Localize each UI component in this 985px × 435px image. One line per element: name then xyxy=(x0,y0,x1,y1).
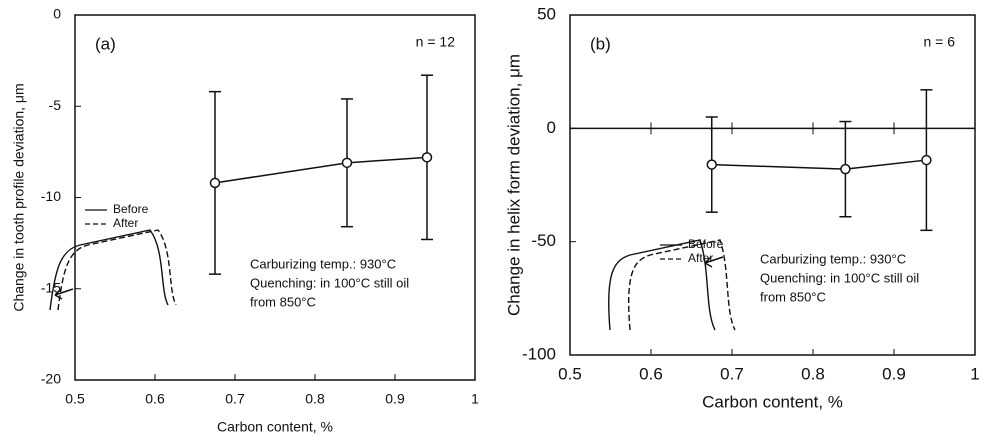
x-axis-label: Carbon content, % xyxy=(217,419,333,435)
x-axis-label: Carbon content, % xyxy=(702,392,843,411)
data-point xyxy=(421,152,433,163)
y-axis-label: Change in helix form deviation, μm xyxy=(504,54,523,316)
x-tick-label: 0.8 xyxy=(305,391,325,407)
x-tick-label: 0.5 xyxy=(558,364,582,383)
x-tick-label: 1 xyxy=(471,391,479,407)
x-tick-label: 0.5 xyxy=(65,391,85,407)
annotation: Carburizing temp.: 930°C xyxy=(250,256,396,271)
arrow xyxy=(54,288,74,300)
panel-label: (b) xyxy=(590,34,611,53)
sample-size: n = 6 xyxy=(923,34,955,50)
panel-label: (a) xyxy=(95,34,116,53)
legend-label: Before xyxy=(113,202,149,216)
y-tick-label: 0 xyxy=(53,6,61,22)
y-tick-label: -100 xyxy=(522,344,556,363)
tooth-sketch xyxy=(57,229,177,311)
y-tick-label: 50 xyxy=(537,4,556,23)
x-tick-label: 0.8 xyxy=(801,364,825,383)
annotation: from 850°C xyxy=(250,294,316,309)
annotation: Quenching: in 100°C still oil xyxy=(250,275,409,290)
annotation: Carburizing temp.: 930°C xyxy=(760,251,906,266)
y-tick-label: -50 xyxy=(531,231,556,250)
x-tick-label: 0.7 xyxy=(225,391,245,407)
annotation: from 850°C xyxy=(760,289,826,304)
x-tick-label: 0.9 xyxy=(882,364,906,383)
x-tick-label: 0.6 xyxy=(639,364,663,383)
arrow xyxy=(704,256,724,268)
plot-frame xyxy=(74,14,476,381)
y-tick-label: -10 xyxy=(41,188,61,204)
data-point xyxy=(209,177,221,189)
y-tick-label: -15 xyxy=(41,279,61,295)
y-axis-label: Change in tooth profile deviation, μm xyxy=(11,83,27,311)
x-tick-label: 0.7 xyxy=(720,364,744,383)
y-tick-label: -20 xyxy=(41,371,61,387)
data-point xyxy=(840,163,851,175)
data-line xyxy=(711,159,927,170)
x-tick-label: 0.9 xyxy=(385,391,405,407)
data-point xyxy=(706,159,717,170)
plot-frame xyxy=(569,14,976,356)
legend-label: Before xyxy=(688,237,724,251)
sample-size: n = 12 xyxy=(416,34,456,50)
x-tick-label: 1 xyxy=(970,364,979,383)
tooth-sketch xyxy=(49,229,169,311)
legend-label: After xyxy=(113,216,138,230)
annotation: Quenching: in 100°C still oil xyxy=(760,270,919,285)
data-point xyxy=(341,157,353,169)
data-line xyxy=(214,156,428,184)
y-tick-label: -5 xyxy=(49,97,62,113)
x-tick-label: 0.6 xyxy=(145,391,165,407)
data-point xyxy=(921,154,932,166)
tooth-sketch xyxy=(608,239,716,331)
y-tick-label: 0 xyxy=(547,118,556,137)
tooth-sketch xyxy=(628,239,736,331)
